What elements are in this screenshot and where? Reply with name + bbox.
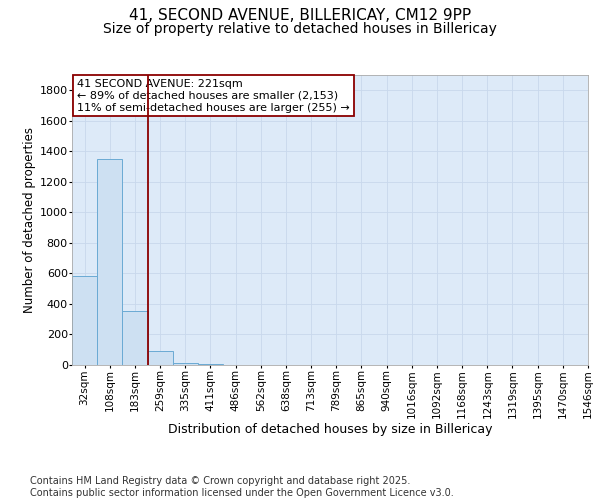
Text: 41 SECOND AVENUE: 221sqm
← 89% of detached houses are smaller (2,153)
11% of sem: 41 SECOND AVENUE: 221sqm ← 89% of detach… bbox=[77, 80, 350, 112]
Text: Size of property relative to detached houses in Billericay: Size of property relative to detached ho… bbox=[103, 22, 497, 36]
X-axis label: Distribution of detached houses by size in Billericay: Distribution of detached houses by size … bbox=[168, 424, 492, 436]
Text: 41, SECOND AVENUE, BILLERICAY, CM12 9PP: 41, SECOND AVENUE, BILLERICAY, CM12 9PP bbox=[129, 8, 471, 22]
Y-axis label: Number of detached properties: Number of detached properties bbox=[23, 127, 35, 313]
Bar bbox=[173, 362, 198, 365]
Bar bbox=[72, 276, 97, 365]
Bar bbox=[97, 159, 122, 365]
Text: Contains HM Land Registry data © Crown copyright and database right 2025.
Contai: Contains HM Land Registry data © Crown c… bbox=[30, 476, 454, 498]
Bar bbox=[148, 352, 173, 365]
Bar bbox=[198, 364, 223, 365]
Bar bbox=[122, 311, 148, 365]
